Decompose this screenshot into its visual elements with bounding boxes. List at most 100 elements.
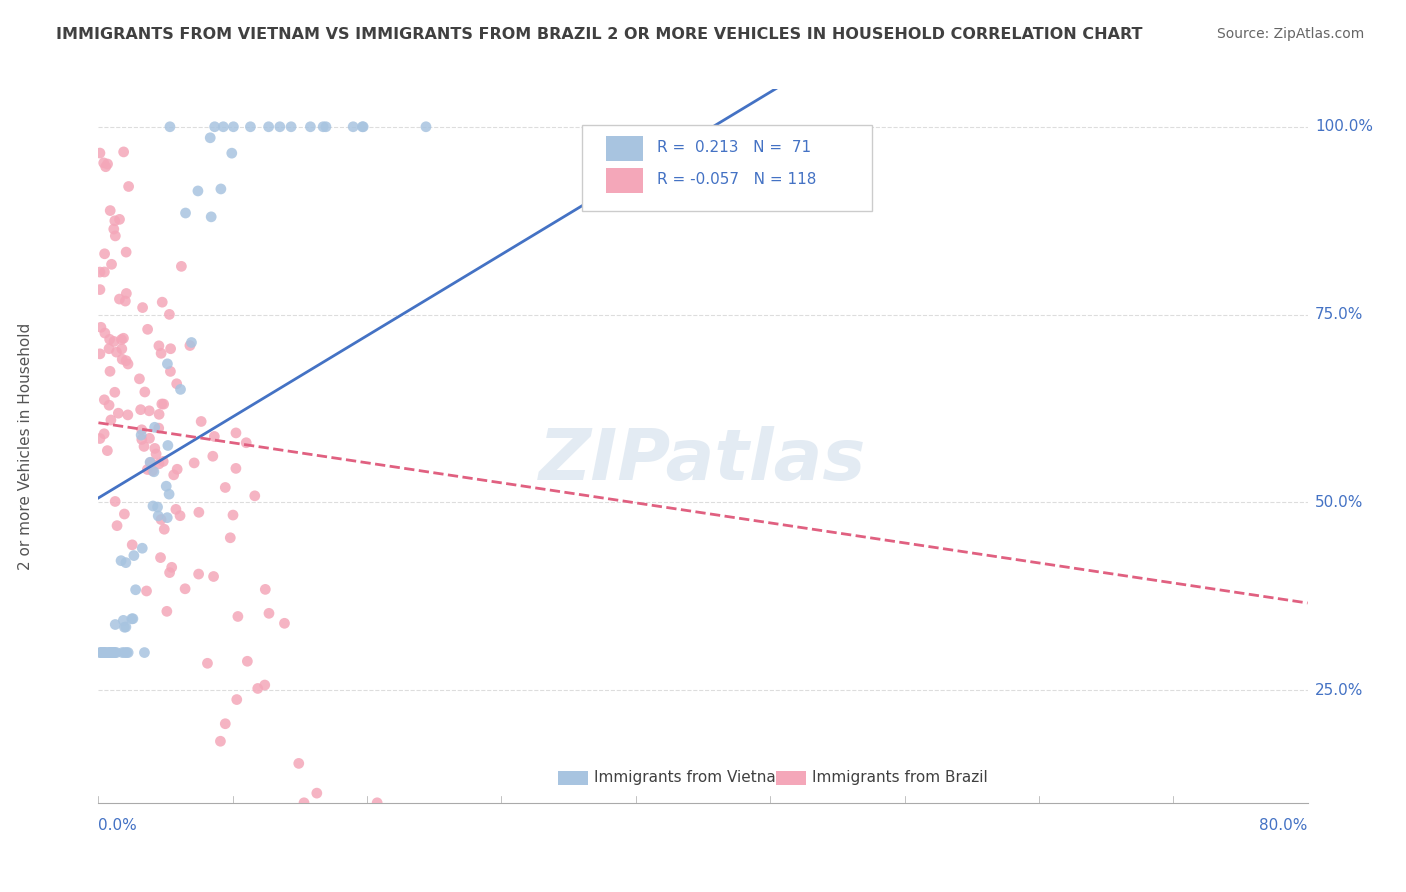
Immigrants from Brazil xyxy=(149,550,172,565)
Immigrants from Brazil xyxy=(166,462,188,476)
Immigrants from Brazil xyxy=(115,286,138,301)
Immigrants from Brazil xyxy=(219,531,242,545)
Bar xyxy=(606,168,643,193)
Immigrants from Vietnam xyxy=(117,646,139,660)
Immigrants from Vietnam xyxy=(124,582,146,597)
Immigrants from Brazil xyxy=(214,716,236,731)
Immigrants from Brazil xyxy=(254,582,277,597)
Immigrants from Brazil xyxy=(98,332,121,346)
Immigrants from Vietnam xyxy=(174,206,197,220)
Immigrants from Brazil xyxy=(170,260,193,274)
Immigrants from Vietnam xyxy=(134,646,156,660)
Immigrants from Brazil xyxy=(112,331,135,345)
Immigrants from Brazil xyxy=(98,364,121,378)
Text: 75.0%: 75.0% xyxy=(1315,307,1364,322)
Immigrants from Vietnam xyxy=(352,120,374,134)
Immigrants from Vietnam xyxy=(110,554,132,568)
Immigrants from Vietnam xyxy=(159,120,181,134)
Immigrants from Vietnam xyxy=(142,465,165,479)
Immigrants from Vietnam xyxy=(129,428,152,442)
Immigrants from Vietnam xyxy=(200,210,222,224)
Immigrants from Brazil xyxy=(148,339,170,353)
Immigrants from Brazil xyxy=(197,657,219,671)
Immigrants from Brazil xyxy=(117,357,139,371)
Immigrants from Brazil xyxy=(150,346,173,360)
Immigrants from Vietnam xyxy=(352,120,374,134)
Immigrants from Vietnam xyxy=(221,146,243,161)
Immigrants from Brazil xyxy=(190,414,212,428)
Immigrants from Brazil xyxy=(169,508,191,523)
Immigrants from Vietnam xyxy=(111,646,134,660)
Immigrants from Vietnam xyxy=(100,646,122,660)
Immigrants from Vietnam xyxy=(212,120,235,134)
Immigrants from Brazil xyxy=(159,566,181,580)
Immigrants from Brazil xyxy=(150,295,173,310)
Immigrants from Brazil xyxy=(148,421,170,435)
Immigrants from Vietnam xyxy=(155,479,177,493)
Immigrants from Brazil xyxy=(108,212,131,227)
Immigrants from Brazil xyxy=(105,345,128,359)
Immigrants from Vietnam xyxy=(89,646,111,660)
Bar xyxy=(558,771,588,785)
Immigrants from Brazil xyxy=(129,402,152,417)
Immigrants from Brazil xyxy=(131,433,153,447)
Immigrants from Brazil xyxy=(98,342,121,356)
Immigrants from Brazil xyxy=(111,342,134,356)
Immigrants from Brazil xyxy=(156,604,179,618)
Immigrants from Vietnam xyxy=(90,646,112,660)
Immigrants from Brazil xyxy=(153,522,176,536)
Text: 100.0%: 100.0% xyxy=(1315,120,1374,135)
Immigrants from Vietnam xyxy=(115,620,138,634)
Immigrants from Brazil xyxy=(159,364,181,378)
Immigrants from Brazil xyxy=(222,508,245,522)
Immigrants from Brazil xyxy=(115,353,138,368)
Immigrants from Brazil xyxy=(93,265,115,279)
Text: R = -0.057   N = 118: R = -0.057 N = 118 xyxy=(657,172,817,187)
Immigrants from Brazil xyxy=(132,439,155,453)
Immigrants from Vietnam xyxy=(98,646,121,660)
Immigrants from Vietnam xyxy=(100,646,122,660)
Immigrants from Vietnam xyxy=(91,646,114,660)
Immigrants from Brazil xyxy=(98,398,121,412)
Immigrants from Vietnam xyxy=(91,646,114,660)
Immigrants from Vietnam xyxy=(187,184,209,198)
Immigrants from Brazil xyxy=(141,464,163,478)
Immigrants from Brazil xyxy=(273,616,295,631)
Immigrants from Brazil xyxy=(90,320,112,334)
Immigrants from Vietnam xyxy=(239,120,262,134)
Immigrants from Vietnam xyxy=(98,646,121,660)
Immigrants from Brazil xyxy=(225,461,247,475)
Immigrants from Brazil xyxy=(138,404,160,418)
Immigrants from Brazil xyxy=(111,352,134,367)
Immigrants from Vietnam xyxy=(315,120,337,134)
Immigrants from Brazil xyxy=(202,429,225,443)
Immigrants from Brazil xyxy=(136,462,159,476)
Immigrants from Vietnam xyxy=(156,438,179,452)
Immigrants from Vietnam xyxy=(143,420,166,434)
Immigrants from Brazil xyxy=(112,507,135,521)
Immigrants from Vietnam xyxy=(112,613,135,627)
Immigrants from Brazil xyxy=(93,392,115,407)
Immigrants from Brazil xyxy=(89,265,111,279)
Immigrants from Brazil xyxy=(179,338,201,352)
Text: IMMIGRANTS FROM VIETNAM VS IMMIGRANTS FROM BRAZIL 2 OR MORE VEHICLES IN HOUSEHOL: IMMIGRANTS FROM VIETNAM VS IMMIGRANTS FR… xyxy=(56,27,1143,42)
Immigrants from Vietnam xyxy=(269,120,291,134)
FancyBboxPatch shape xyxy=(582,125,872,211)
Immigrants from Vietnam xyxy=(122,549,145,563)
Immigrants from Vietnam xyxy=(131,541,153,556)
Immigrants from Vietnam xyxy=(104,646,127,660)
Immigrants from Vietnam xyxy=(97,646,120,660)
Bar xyxy=(606,136,643,161)
Immigrants from Vietnam xyxy=(342,120,364,134)
Immigrants from Brazil xyxy=(157,307,180,321)
Immigrants from Brazil xyxy=(152,454,174,468)
Immigrants from Brazil xyxy=(103,334,125,349)
Immigrants from Brazil xyxy=(143,442,166,456)
Immigrants from Brazil xyxy=(104,214,127,228)
Immigrants from Brazil xyxy=(104,385,127,400)
Immigrants from Brazil xyxy=(148,457,170,471)
Immigrants from Vietnam xyxy=(90,646,112,660)
Immigrants from Brazil xyxy=(246,681,269,696)
Immigrants from Vietnam xyxy=(209,182,232,196)
Immigrants from Brazil xyxy=(115,245,138,260)
